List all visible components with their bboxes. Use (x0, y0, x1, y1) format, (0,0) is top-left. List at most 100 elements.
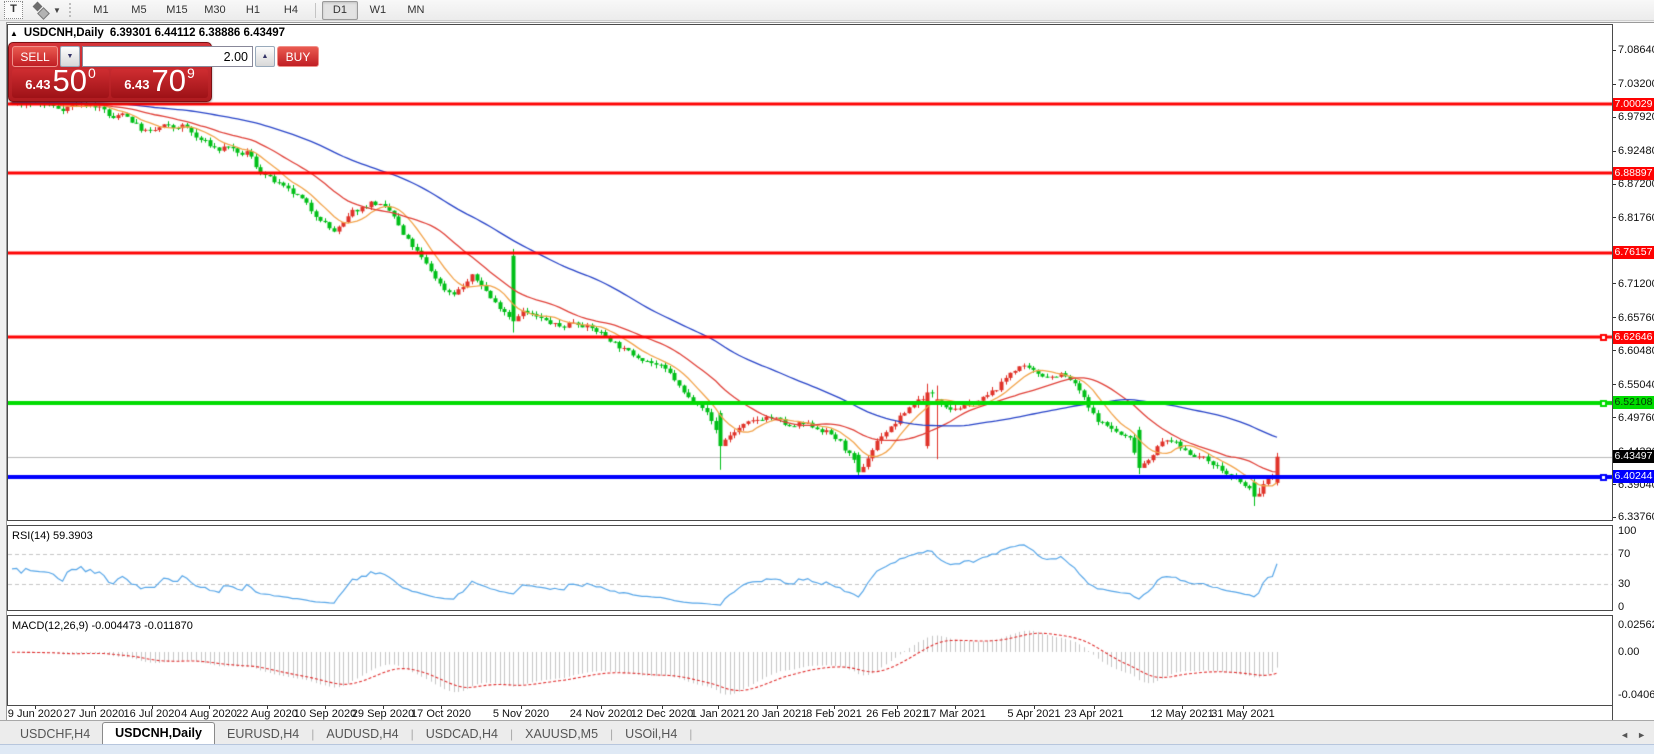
toolbar-separator (314, 2, 316, 18)
volume-decrease-button[interactable]: ▼ (60, 46, 80, 67)
date-tick-mark (601, 706, 602, 709)
price-tick-label: 7.08640 (1618, 44, 1654, 57)
sell-price-pips: 50 (52, 63, 87, 98)
tab-scroll-buttons: ◄ ► (1620, 730, 1646, 740)
price-tick-label: 6.65760 (1618, 311, 1654, 324)
macd-scale-0-00: 0.00 (1618, 646, 1640, 658)
price-tick-mark (1612, 317, 1616, 319)
price-tick-label: 6.60480 (1618, 344, 1654, 357)
price-level-label-6-62646: 6.62646 (1613, 330, 1654, 344)
date-label: 5 Nov 2020 (492, 708, 550, 720)
price-tick-mark (1612, 283, 1616, 285)
price-tick-label: 6.55040 (1618, 378, 1654, 391)
buy-button[interactable]: BUY (277, 46, 319, 67)
chart-tab-xauusd-m5[interactable]: XAUUSD,M5 (525, 727, 599, 741)
price-tick-label: 6.71200 (1618, 277, 1654, 290)
macd-scale-0-025623: 0.025623 (1618, 618, 1654, 631)
price-tick-mark (1612, 83, 1616, 85)
timeframe-button-w1[interactable]: W1 (369, 3, 387, 16)
buy-price-display[interactable]: 6.43 70 9 (111, 65, 208, 98)
date-label: 22 Aug 2020 (236, 708, 298, 720)
timeframe-button-m1[interactable]: M1 (93, 3, 109, 16)
date-label: 12 Dec 2020 (630, 708, 694, 720)
tab-divider: | (509, 727, 514, 741)
date-tick-mark (1243, 706, 1244, 709)
chart-symbol-period: USDCNH,Daily (23, 27, 104, 39)
timeframe-button-h4[interactable]: H4 (283, 3, 298, 16)
price-tick-mark (1612, 516, 1616, 518)
timeframe-button-h1[interactable]: H1 (245, 3, 260, 16)
tab-scroll-right-icon[interactable]: ► (1637, 730, 1646, 740)
text-tool-icon[interactable]: T (4, 1, 23, 19)
date-tick-mark (152, 706, 153, 709)
tab-scroll-left-icon[interactable]: ◄ (1620, 730, 1630, 740)
chart-tab-usoil-h4[interactable]: USOil,H4 (625, 727, 678, 741)
price-tick-mark (1612, 484, 1616, 485)
price-level-label-6-76157: 6.76157 (1613, 246, 1654, 260)
toolbar-grip (68, 3, 76, 17)
date-label: 26 Feb 2021 (866, 708, 928, 720)
date-label: 23 Apr 2021 (1064, 708, 1124, 720)
chart-tab-audusd-h4[interactable]: AUDUSD,H4 (326, 727, 399, 741)
rsi-label: RSI(14) 59.3903 (12, 530, 93, 542)
objects-tool-icon[interactable] (31, 1, 51, 20)
price-tick-mark (1612, 417, 1616, 419)
price-tick-label: 6.97920 (1618, 111, 1654, 124)
timeframe-button-mn[interactable]: MN (407, 3, 425, 16)
rsi-scale-30: 30 (1618, 578, 1631, 591)
date-tick-mark (383, 706, 384, 709)
timeframe-button-m30[interactable]: M30 (204, 3, 226, 16)
collapse-panel-icon[interactable]: ▲ (10, 28, 18, 38)
sell-price-display[interactable]: 6.43 50 0 (12, 63, 109, 98)
timeframe-button-m15[interactable]: M15 (166, 3, 188, 16)
status-bar (0, 744, 1654, 754)
tab-divider: | (311, 727, 315, 741)
chart-tab-usdcad-h4[interactable]: USDCAD,H4 (425, 727, 498, 741)
price-level-label-7-00029: 7.00029 (1613, 97, 1654, 111)
price-level-label-6-43497: 6.43497 (1613, 450, 1654, 464)
date-tick-mark (955, 706, 956, 709)
date-label: 16 Jul 2020 (123, 708, 181, 720)
date-label: 1 Jan 2021 (690, 708, 746, 720)
price-tick-label: 6.81760 (1618, 211, 1654, 224)
timeframe-group: M1 M5 M15 M30 H1 H4 D1 W1 MN (82, 0, 435, 20)
date-label: 17 Oct 2020 (411, 708, 471, 720)
macd-scale--0-040687: -0.040687 (1618, 688, 1654, 701)
date-tick-mark (441, 706, 442, 709)
price-chart-canvas[interactable] (8, 24, 1612, 521)
date-tick-mark (35, 706, 36, 709)
price-level-label-6-40244: 6.40244 (1613, 470, 1654, 484)
date-label: 29 Sep 2020 (351, 708, 415, 720)
price-tick-mark (1612, 217, 1616, 219)
buy-price-major: 6.43 (124, 77, 150, 92)
date-tick-mark (94, 706, 95, 709)
macd-label: MACD(12,26,9) -0.004473 -0.011870 (12, 620, 193, 632)
macd-panel-canvas[interactable] (8, 615, 1612, 706)
price-tick-mark (1612, 49, 1616, 51)
price-tick-label: 7.03200 (1618, 78, 1654, 91)
timeframe-button-m5[interactable]: M5 (131, 3, 147, 16)
volume-input[interactable] (82, 46, 253, 67)
objects-dropdown-caret-icon[interactable]: ▼ (53, 5, 61, 15)
chart-tab-usdchf-h4[interactable]: USDCHF,H4 (20, 727, 91, 741)
date-tick-mark (267, 706, 268, 709)
date-label: 24 Nov 2020 (569, 708, 633, 720)
timeframe-button-d1[interactable]: D1 (321, 0, 358, 20)
rsi-scale-70: 70 (1618, 547, 1631, 560)
chart-tab-eurusd-h4[interactable]: EURUSD,H4 (226, 727, 300, 741)
volume-increase-button[interactable]: ▲ (255, 46, 275, 67)
price-tick-mark (1612, 116, 1616, 118)
date-label: 17 Mar 2021 (924, 708, 986, 720)
rsi-panel-canvas[interactable] (8, 525, 1612, 611)
chart-ohlc-values: 6.39301 6.44112 6.38886 6.43497 (109, 27, 286, 39)
price-tick-mark (1612, 183, 1616, 185)
date-label: 20 Jan 2021 (746, 708, 808, 720)
chart-tab-usdcnh-daily[interactable]: USDCNH,Daily (102, 722, 215, 744)
sell-button[interactable]: SELL (12, 46, 58, 67)
price-tick-label: 6.87200 (1618, 178, 1654, 191)
tab-divider: | (410, 727, 414, 741)
price-tick-mark (1612, 350, 1616, 352)
price-level-label-6-88897: 6.88897 (1613, 166, 1654, 180)
date-label: 8 Feb 2021 (806, 708, 862, 720)
rsi-scale-0: 0 (1618, 601, 1625, 613)
